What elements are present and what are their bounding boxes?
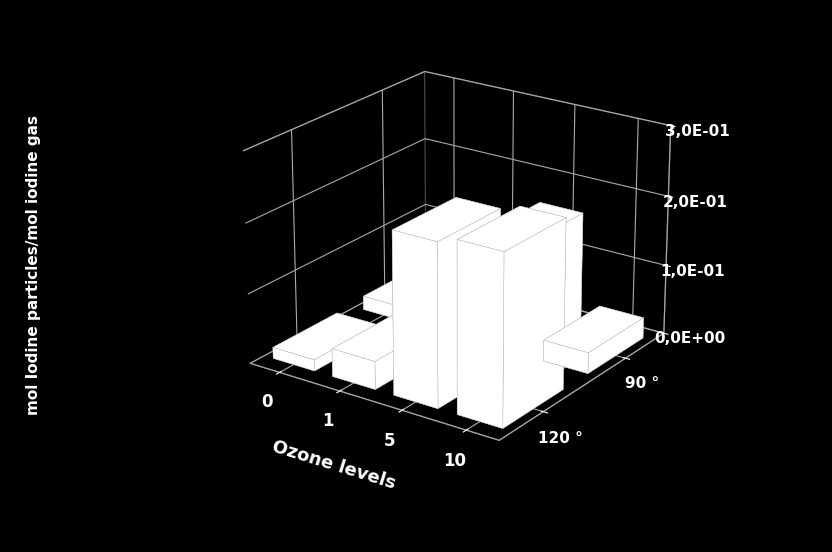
Text: mol Iodine particles/mol iodine gas: mol Iodine particles/mol iodine gas (26, 115, 41, 415)
X-axis label: Ozone levels: Ozone levels (270, 438, 398, 492)
